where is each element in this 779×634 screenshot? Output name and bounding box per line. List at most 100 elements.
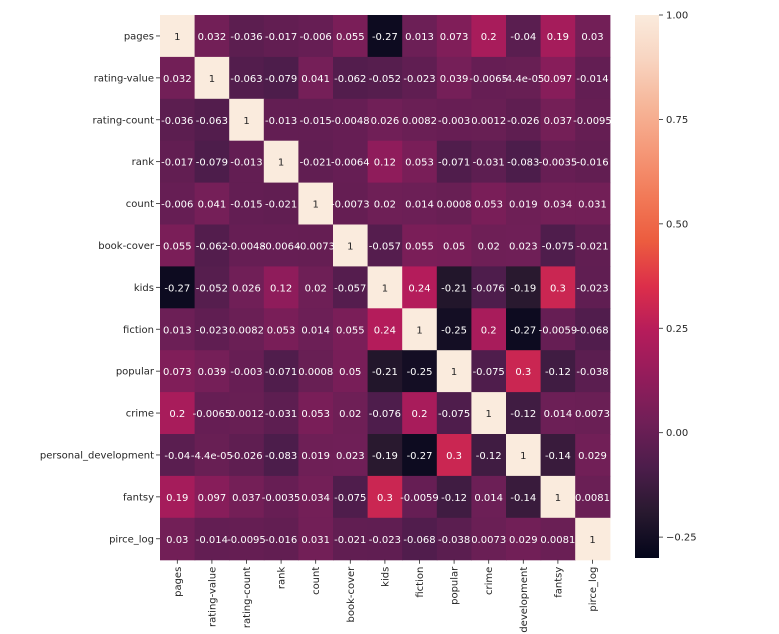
heatmap-cell <box>506 517 542 561</box>
heatmap-cell <box>333 98 369 142</box>
heatmap-cell <box>436 350 472 393</box>
cell-annotation: -0.038 <box>576 367 608 378</box>
heatmap-cell <box>540 517 576 561</box>
heatmap-cell <box>402 392 438 435</box>
heatmap-cell <box>575 224 611 267</box>
cell-annotation: -0.036 <box>230 32 262 43</box>
heatmap-cell <box>263 15 299 58</box>
heatmap-cell <box>575 56 611 100</box>
colorbar-gradient <box>635 15 659 558</box>
heatmap-cell <box>333 182 369 226</box>
cell-annotation: -0.016 <box>265 535 297 546</box>
heatmap-cell <box>402 350 438 393</box>
cell-annotation: -0.075 <box>473 367 505 378</box>
cell-annotation: -0.0035 <box>539 158 578 169</box>
heatmap-cell <box>506 434 542 477</box>
heatmap-cell <box>367 308 403 351</box>
x-tick-label: rank <box>277 566 288 589</box>
cell-annotation: 0.05 <box>443 241 465 252</box>
cell-annotation: -0.071 <box>438 158 470 169</box>
heatmap-cell <box>160 308 196 351</box>
cell-annotation: 0.097 <box>198 493 227 504</box>
heatmap-cell <box>402 266 438 309</box>
cell-annotation: -0.006 <box>300 32 332 43</box>
heatmap-cell <box>194 98 230 142</box>
heatmap-cell <box>575 15 611 58</box>
cell-annotation: 1 <box>382 283 388 294</box>
y-tick-label: pirce_log <box>109 534 154 545</box>
heatmap-cell <box>575 140 611 184</box>
cell-annotation: 0.014 <box>405 200 434 211</box>
cell-annotation: -0.057 <box>334 283 366 294</box>
cell-annotation: 0.2 <box>481 325 497 336</box>
heatmap-cell <box>263 517 299 561</box>
heatmap-cell <box>160 140 196 184</box>
heatmap-cell <box>333 140 369 184</box>
heatmap-cell <box>194 434 230 477</box>
cell-annotation: -0.083 <box>507 158 539 169</box>
cell-annotation: -0.19 <box>510 283 536 294</box>
heatmap-cell <box>194 140 230 184</box>
heatmap-cell <box>160 56 196 100</box>
heatmap-cell <box>194 350 230 393</box>
cell-annotation: -4.4e-05 <box>191 451 233 462</box>
cell-annotation: 0.073 <box>440 32 469 43</box>
colorbar-tick-label: 0.25 <box>666 324 688 335</box>
cell-annotation: -0.038 <box>438 535 470 546</box>
heatmap-cell <box>540 475 576 519</box>
heatmap-cell <box>194 517 230 561</box>
x-axis-tick-labels: pages rating-value rating-count rank count bo… <box>173 559 599 633</box>
cell-annotation: 0.3 <box>377 493 393 504</box>
heatmap-cell <box>471 308 507 351</box>
heatmap-cell <box>160 475 196 519</box>
heatmap-cells <box>160 15 611 561</box>
cell-annotation: 0.2 <box>412 409 428 420</box>
cell-annotation: -0.031 <box>265 409 297 420</box>
x-tick-label: crime <box>484 567 495 595</box>
cell-annotation: 0.034 <box>544 200 573 211</box>
heatmap-cell <box>436 475 472 519</box>
cell-annotation: 0.0082 <box>229 325 264 336</box>
heatmap-cell <box>229 475 265 519</box>
heatmap-cell <box>298 392 334 435</box>
cell-annotation: 0.053 <box>267 325 296 336</box>
heatmap-cell <box>263 350 299 393</box>
cell-annotation: -0.021 <box>576 241 608 252</box>
x-tick-label: development <box>519 567 530 633</box>
cell-annotation: 0.0008 <box>437 200 472 211</box>
cell-annotations: 1 0.032 -0.036 -0.017 -0.006 0.055 -0.27 0.013 0… <box>161 32 612 546</box>
heatmap-cell <box>436 15 472 58</box>
cell-annotation: -0.079 <box>265 74 297 85</box>
cell-annotation: 0.041 <box>198 200 227 211</box>
heatmap-cell <box>333 475 369 519</box>
cell-annotation: -0.083 <box>265 451 297 462</box>
cell-annotation: 0.037 <box>544 116 573 127</box>
heatmap-cell <box>229 98 265 142</box>
cell-annotation: -0.12 <box>441 493 467 504</box>
cell-annotation: 0.039 <box>198 367 227 378</box>
heatmap-cell <box>436 224 472 267</box>
heatmap-cell <box>436 392 472 435</box>
heatmap-cell <box>540 308 576 351</box>
heatmap-cell <box>229 392 265 435</box>
cell-annotation: 0.24 <box>408 283 430 294</box>
cell-annotation: 1 <box>451 367 457 378</box>
cell-annotation: 0.031 <box>578 200 607 211</box>
heatmap-cell <box>367 140 403 184</box>
cell-annotation: 0.3 <box>550 283 566 294</box>
heatmap-cell <box>540 392 576 435</box>
heatmap-cell <box>333 350 369 393</box>
cell-annotation: 0.026 <box>232 283 261 294</box>
heatmap-cell <box>160 392 196 435</box>
y-tick-label: pages <box>124 31 154 42</box>
cell-annotation: -0.015 <box>230 200 262 211</box>
heatmap-cell <box>298 140 334 184</box>
cell-annotation: -0.19 <box>372 451 398 462</box>
cell-annotation: -0.014 <box>196 535 228 546</box>
cell-annotation: 0.029 <box>509 535 538 546</box>
heatmap-cell <box>367 15 403 58</box>
heatmap-cell <box>160 434 196 477</box>
heatmap-cell <box>298 350 334 393</box>
heatmap-cell <box>263 475 299 519</box>
heatmap-cell <box>575 434 611 477</box>
